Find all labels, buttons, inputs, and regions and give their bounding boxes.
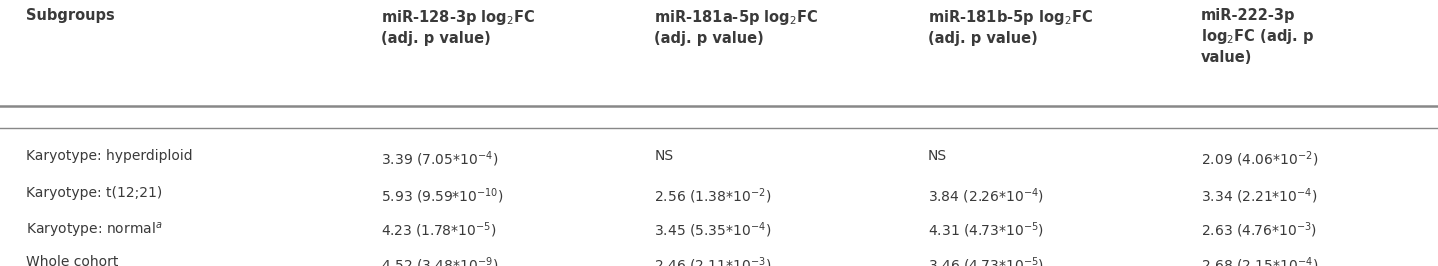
Text: NS: NS [654,149,673,163]
Text: 2.63 (4.76*10$^{-3}$): 2.63 (4.76*10$^{-3}$) [1201,221,1317,240]
Text: NS: NS [928,149,946,163]
Text: miR-128-3p log$_2$FC
(adj. p value): miR-128-3p log$_2$FC (adj. p value) [381,8,535,45]
Text: Karyotype: normal$^a$: Karyotype: normal$^a$ [26,221,162,240]
Text: miR-181b-5p log$_2$FC
(adj. p value): miR-181b-5p log$_2$FC (adj. p value) [928,8,1093,45]
Text: 5.93 (9.59*10$^{-10}$): 5.93 (9.59*10$^{-10}$) [381,186,503,206]
Text: 3.39 (7.05*10$^{-4}$): 3.39 (7.05*10$^{-4}$) [381,149,499,169]
Text: miR-222-3p
log$_2$FC (adj. p
value): miR-222-3p log$_2$FC (adj. p value) [1201,8,1314,65]
Text: 2.56 (1.38*10$^{-2}$): 2.56 (1.38*10$^{-2}$) [654,186,772,206]
Text: Karyotype: t(12;21): Karyotype: t(12;21) [26,186,162,200]
Text: 2.09 (4.06*10$^{-2}$): 2.09 (4.06*10$^{-2}$) [1201,149,1319,169]
Text: 2.46 (2.11*10$^{-3}$): 2.46 (2.11*10$^{-3}$) [654,255,772,266]
Text: 3.34 (2.21*10$^{-4}$): 3.34 (2.21*10$^{-4}$) [1201,186,1317,206]
Text: Whole cohort: Whole cohort [26,255,118,266]
Text: Subgroups: Subgroups [26,8,115,23]
Text: 3.46 (4.73*10$^{-5}$): 3.46 (4.73*10$^{-5}$) [928,255,1044,266]
Text: 3.45 (5.35*10$^{-4}$): 3.45 (5.35*10$^{-4}$) [654,221,772,240]
Text: miR-181a-5p log$_2$FC
(adj. p value): miR-181a-5p log$_2$FC (adj. p value) [654,8,818,45]
Text: 4.31 (4.73*10$^{-5}$): 4.31 (4.73*10$^{-5}$) [928,221,1044,240]
Text: 4.52 (3.48*10$^{-9}$): 4.52 (3.48*10$^{-9}$) [381,255,499,266]
Text: 4.23 (1.78*10$^{-5}$): 4.23 (1.78*10$^{-5}$) [381,221,496,240]
Text: 3.84 (2.26*10$^{-4}$): 3.84 (2.26*10$^{-4}$) [928,186,1044,206]
Text: Karyotype: hyperdiploid: Karyotype: hyperdiploid [26,149,193,163]
Text: 2.68 (2.15*10$^{-4}$): 2.68 (2.15*10$^{-4}$) [1201,255,1319,266]
